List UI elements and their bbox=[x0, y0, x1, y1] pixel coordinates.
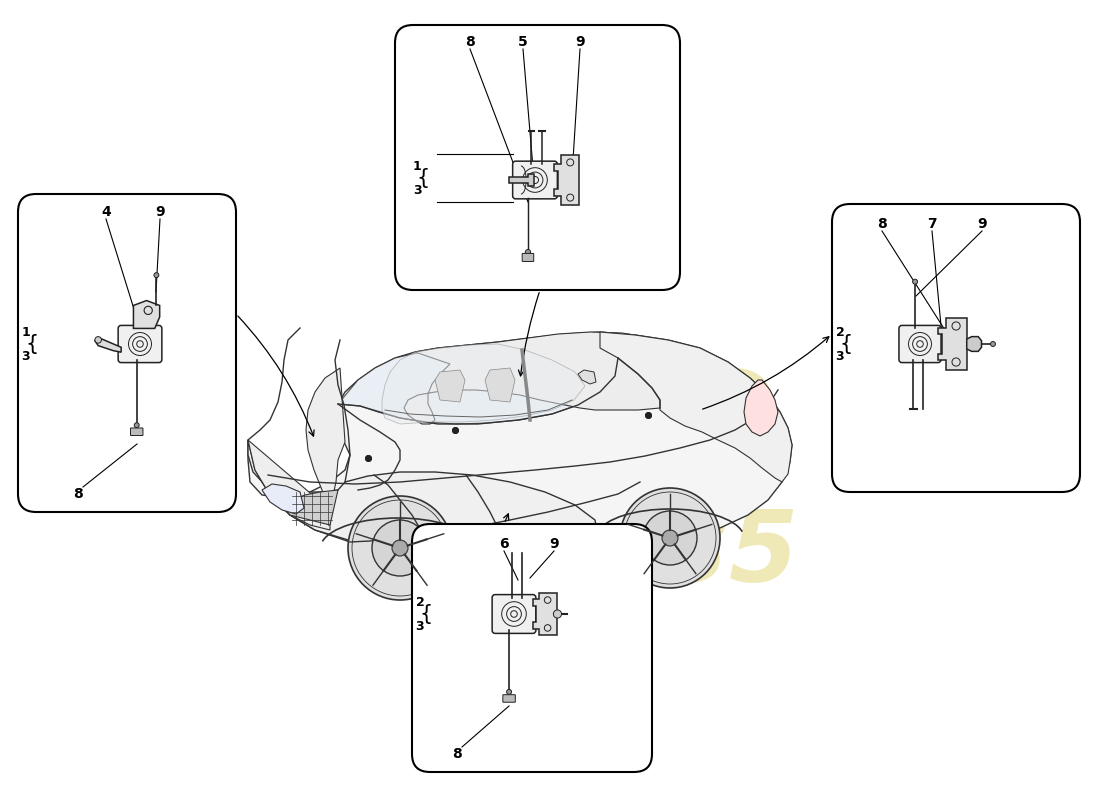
FancyBboxPatch shape bbox=[522, 254, 534, 262]
Circle shape bbox=[348, 496, 452, 600]
Polygon shape bbox=[938, 318, 967, 370]
Polygon shape bbox=[248, 368, 345, 530]
Circle shape bbox=[913, 279, 917, 284]
Polygon shape bbox=[382, 344, 585, 424]
Text: 8: 8 bbox=[465, 35, 475, 49]
Polygon shape bbox=[532, 593, 558, 635]
Text: 3: 3 bbox=[836, 350, 845, 362]
Circle shape bbox=[662, 530, 678, 546]
Text: 1985: 1985 bbox=[520, 506, 800, 603]
Polygon shape bbox=[248, 332, 792, 553]
Circle shape bbox=[372, 520, 428, 576]
Circle shape bbox=[553, 610, 562, 618]
FancyBboxPatch shape bbox=[899, 326, 940, 362]
Text: 8: 8 bbox=[452, 747, 462, 761]
FancyBboxPatch shape bbox=[412, 524, 652, 772]
FancyBboxPatch shape bbox=[395, 25, 680, 290]
Text: {: { bbox=[420, 604, 433, 624]
Polygon shape bbox=[95, 338, 121, 352]
Text: 5: 5 bbox=[518, 35, 528, 49]
Circle shape bbox=[526, 250, 530, 255]
Text: 7: 7 bbox=[927, 217, 937, 231]
Circle shape bbox=[392, 540, 408, 556]
Polygon shape bbox=[600, 332, 792, 482]
Text: 6: 6 bbox=[499, 537, 509, 551]
Text: 9: 9 bbox=[155, 205, 165, 219]
FancyBboxPatch shape bbox=[503, 694, 515, 702]
Polygon shape bbox=[967, 337, 981, 351]
Circle shape bbox=[134, 422, 140, 428]
Text: a passion: a passion bbox=[327, 466, 713, 534]
Text: 1: 1 bbox=[22, 326, 31, 338]
Circle shape bbox=[507, 690, 512, 694]
Text: 4: 4 bbox=[101, 205, 111, 219]
FancyBboxPatch shape bbox=[18, 194, 236, 512]
FancyBboxPatch shape bbox=[492, 594, 536, 634]
Polygon shape bbox=[434, 370, 465, 402]
Text: {: { bbox=[417, 168, 430, 188]
Circle shape bbox=[154, 273, 158, 278]
Text: 3: 3 bbox=[22, 350, 31, 362]
Text: {: { bbox=[25, 334, 39, 354]
Polygon shape bbox=[404, 332, 718, 424]
Text: 3: 3 bbox=[416, 619, 425, 633]
Polygon shape bbox=[133, 301, 160, 329]
Polygon shape bbox=[248, 440, 600, 552]
Text: euro: euro bbox=[403, 339, 778, 481]
Polygon shape bbox=[338, 340, 618, 424]
Text: 2: 2 bbox=[836, 326, 845, 338]
Text: 9: 9 bbox=[549, 537, 559, 551]
Polygon shape bbox=[578, 370, 596, 384]
Text: 3: 3 bbox=[412, 183, 421, 197]
Text: 9: 9 bbox=[575, 35, 585, 49]
FancyBboxPatch shape bbox=[513, 161, 558, 199]
Polygon shape bbox=[744, 380, 778, 436]
Circle shape bbox=[644, 511, 697, 565]
Text: {: { bbox=[839, 334, 853, 354]
Circle shape bbox=[95, 337, 101, 343]
Text: 2: 2 bbox=[416, 595, 425, 609]
Polygon shape bbox=[485, 368, 515, 402]
Text: 8: 8 bbox=[73, 487, 82, 501]
Circle shape bbox=[990, 342, 996, 346]
Text: 1: 1 bbox=[412, 159, 421, 173]
Polygon shape bbox=[262, 484, 304, 514]
Text: since: since bbox=[623, 454, 777, 506]
Polygon shape bbox=[282, 490, 338, 525]
FancyBboxPatch shape bbox=[832, 204, 1080, 492]
FancyBboxPatch shape bbox=[118, 326, 162, 362]
Polygon shape bbox=[509, 174, 535, 186]
FancyBboxPatch shape bbox=[131, 428, 143, 435]
Polygon shape bbox=[554, 155, 579, 205]
Text: 9: 9 bbox=[977, 217, 987, 231]
Text: 8: 8 bbox=[877, 217, 887, 231]
Circle shape bbox=[620, 488, 721, 588]
